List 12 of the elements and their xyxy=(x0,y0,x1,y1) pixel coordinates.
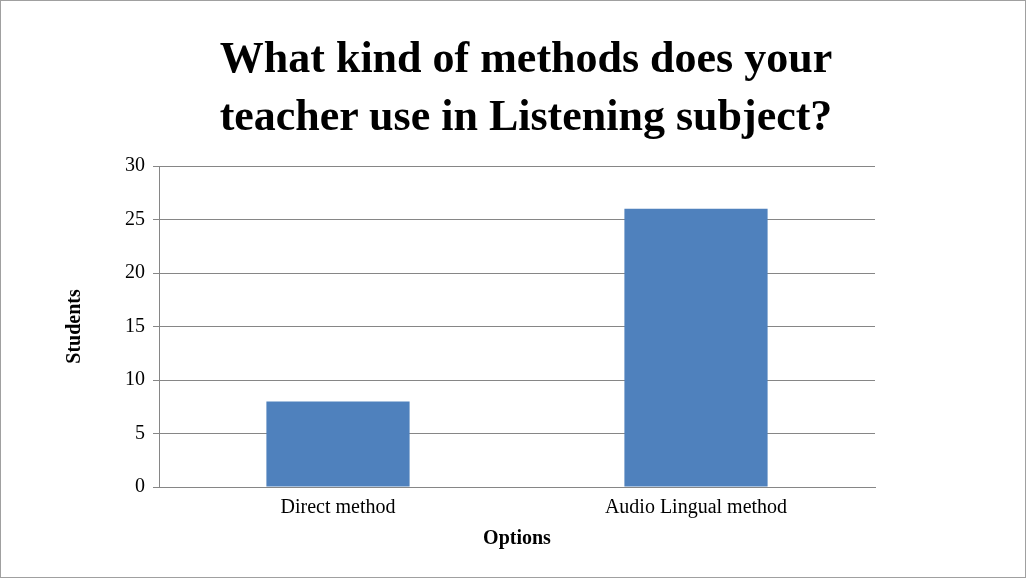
y-tick-label: 25 xyxy=(125,206,145,229)
x-axis-title: Options xyxy=(483,526,552,550)
y-tick-label: 30 xyxy=(125,153,145,176)
y-tick-label: 5 xyxy=(135,420,145,443)
y-tick-label: 15 xyxy=(125,313,145,336)
x-tick-label: Audio Lingual method xyxy=(604,495,788,519)
y-tick-label: 10 xyxy=(125,367,145,390)
chart-title: What kind of methods does your teacher use in Listening subject? xyxy=(218,32,834,142)
y-tick-label: 0 xyxy=(135,474,145,497)
y-tick-label: 20 xyxy=(125,260,145,283)
x-tick-label: Direct method xyxy=(280,495,396,518)
y-axis-title: Students xyxy=(62,289,85,364)
